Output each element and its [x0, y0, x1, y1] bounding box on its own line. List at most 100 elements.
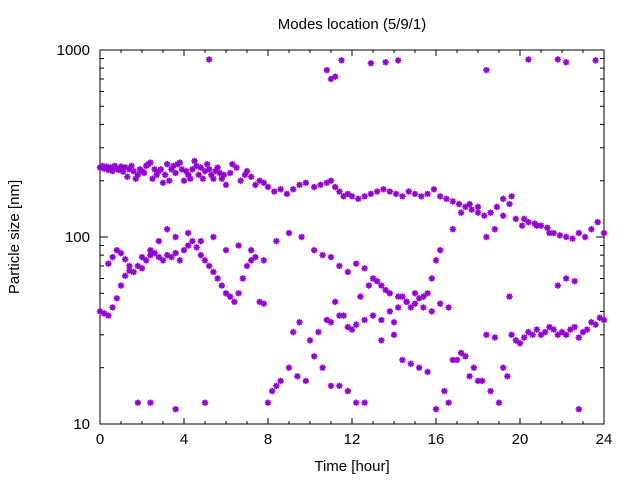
data-point — [285, 229, 293, 237]
data-point — [128, 162, 135, 170]
x-tick-label: 20 — [512, 431, 529, 448]
data-point — [550, 229, 557, 237]
point-marker — [512, 215, 519, 223]
data-point — [172, 233, 179, 241]
point-marker — [449, 356, 456, 364]
data-point — [483, 233, 490, 241]
data-point — [306, 337, 314, 344]
point-marker — [344, 190, 351, 198]
point-marker — [161, 171, 169, 179]
data-point — [323, 316, 330, 324]
data-point — [579, 328, 587, 336]
data-point — [453, 356, 461, 364]
point-marker — [155, 253, 162, 261]
data-point — [386, 290, 393, 297]
data-point — [172, 249, 179, 257]
point-marker — [462, 203, 469, 211]
point-marker — [571, 323, 578, 331]
point-marker — [157, 166, 165, 173]
point-marker — [264, 183, 272, 191]
data-point — [227, 293, 234, 300]
point-marker — [596, 314, 603, 321]
point-marker — [575, 229, 582, 237]
point-marker — [378, 282, 385, 289]
point-marker — [369, 312, 377, 319]
point-marker — [537, 331, 545, 338]
point-marker — [554, 282, 561, 289]
point-marker — [269, 387, 276, 395]
data-point — [424, 190, 431, 198]
data-point — [149, 175, 156, 182]
point-marker — [235, 242, 242, 249]
point-marker — [521, 215, 528, 223]
data-point — [134, 262, 141, 270]
x-tick-label: 4 — [180, 431, 188, 448]
point-marker — [386, 308, 393, 315]
point-marker — [227, 169, 234, 177]
data-point — [474, 209, 482, 216]
data-point — [290, 186, 297, 193]
point-marker — [563, 331, 570, 338]
point-marker — [260, 257, 267, 264]
point-marker — [147, 399, 154, 406]
data-point — [273, 382, 280, 390]
point-marker — [369, 275, 377, 282]
point-marker — [374, 188, 381, 195]
point-marker — [243, 262, 251, 270]
data-point — [445, 399, 452, 406]
point-marker — [537, 222, 545, 229]
data-point — [130, 268, 137, 276]
data-point — [159, 179, 167, 186]
data-point — [367, 59, 375, 67]
point-marker — [428, 308, 435, 315]
data-point — [567, 326, 574, 333]
data-point — [140, 169, 148, 177]
data-point — [216, 169, 223, 177]
data-point — [487, 387, 494, 395]
point-marker — [563, 59, 570, 66]
point-marker — [430, 186, 438, 193]
point-marker — [149, 175, 156, 182]
point-marker — [327, 319, 335, 326]
data-point — [521, 334, 528, 341]
point-marker — [159, 179, 167, 186]
data-point — [298, 233, 305, 241]
data-point — [554, 331, 561, 338]
data-point — [151, 249, 158, 257]
data-point — [220, 171, 228, 179]
point-marker — [201, 167, 209, 175]
point-marker — [336, 188, 343, 195]
data-point — [600, 316, 608, 324]
data-point — [563, 233, 570, 241]
data-point — [575, 229, 582, 237]
point-marker — [327, 177, 335, 184]
data-point — [168, 166, 175, 173]
point-marker — [227, 293, 234, 300]
data-point — [416, 295, 423, 302]
point-marker — [506, 200, 513, 208]
point-marker — [416, 295, 423, 302]
point-marker — [399, 293, 406, 300]
data-point — [558, 328, 566, 336]
data-point — [122, 164, 129, 171]
data-point — [592, 321, 599, 328]
point-marker — [407, 304, 414, 311]
point-marker — [338, 57, 345, 64]
data-point — [109, 167, 116, 175]
data-point — [374, 188, 381, 195]
point-marker — [395, 57, 402, 64]
point-marker — [122, 164, 129, 171]
data-point — [233, 164, 240, 171]
point-marker — [178, 166, 186, 173]
point-marker — [508, 331, 515, 338]
data-point — [571, 278, 578, 285]
data-point — [344, 387, 351, 395]
point-marker — [176, 159, 183, 166]
point-marker — [290, 328, 297, 336]
data-point — [147, 246, 154, 254]
data-point — [311, 246, 318, 254]
point-marker — [168, 166, 175, 173]
data-point — [317, 181, 324, 189]
point-marker — [567, 326, 574, 333]
data-point — [155, 253, 162, 261]
